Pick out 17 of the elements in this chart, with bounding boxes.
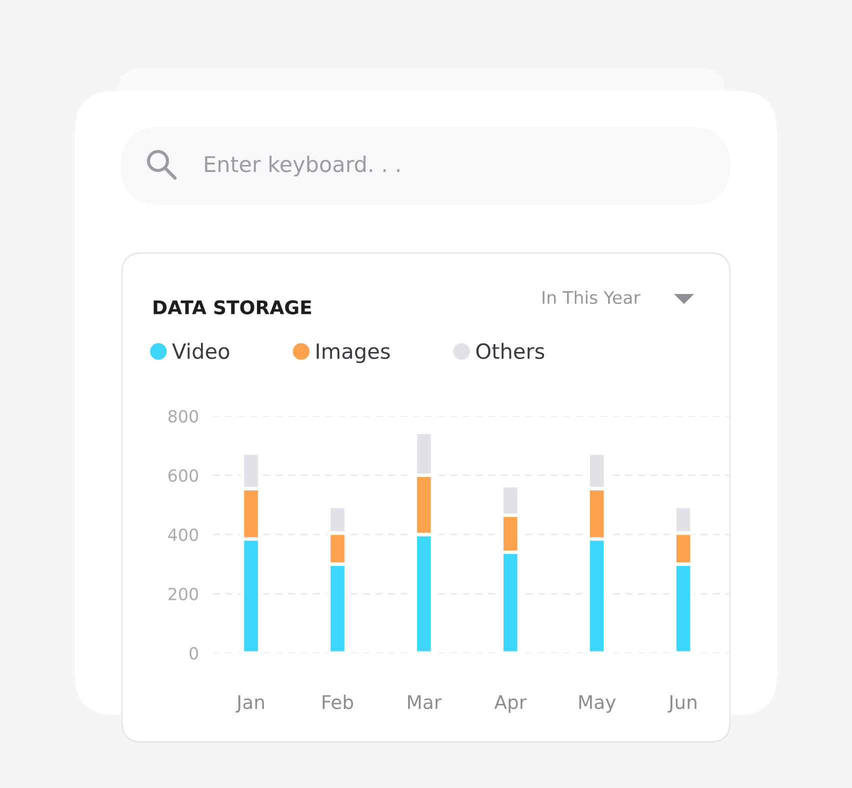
legend-label: Images bbox=[316, 344, 390, 364]
x-tick-label: May bbox=[579, 695, 616, 713]
x-tick-label: Jun bbox=[668, 695, 696, 713]
y-tick-label: 400 bbox=[168, 528, 198, 542]
y-tick-label: 600 bbox=[168, 469, 198, 482]
text: In This Year bbox=[542, 290, 640, 304]
legend-label: Video bbox=[172, 342, 230, 360]
legend-label: Others bbox=[476, 342, 544, 360]
chart-title: DATA STORAGE bbox=[154, 300, 312, 314]
x-tick-label: Jan bbox=[236, 695, 264, 713]
x-tick-label: Mar bbox=[408, 695, 442, 710]
y-tick-label: 800 bbox=[168, 410, 198, 423]
x-tick-label: Apr bbox=[494, 695, 527, 713]
text: Enter keyboard. . . bbox=[205, 156, 400, 176]
y-tick-label: 200 bbox=[168, 588, 198, 600]
x-tick-label: Feb bbox=[322, 694, 354, 710]
y-tick-label: 0 bbox=[190, 646, 198, 660]
